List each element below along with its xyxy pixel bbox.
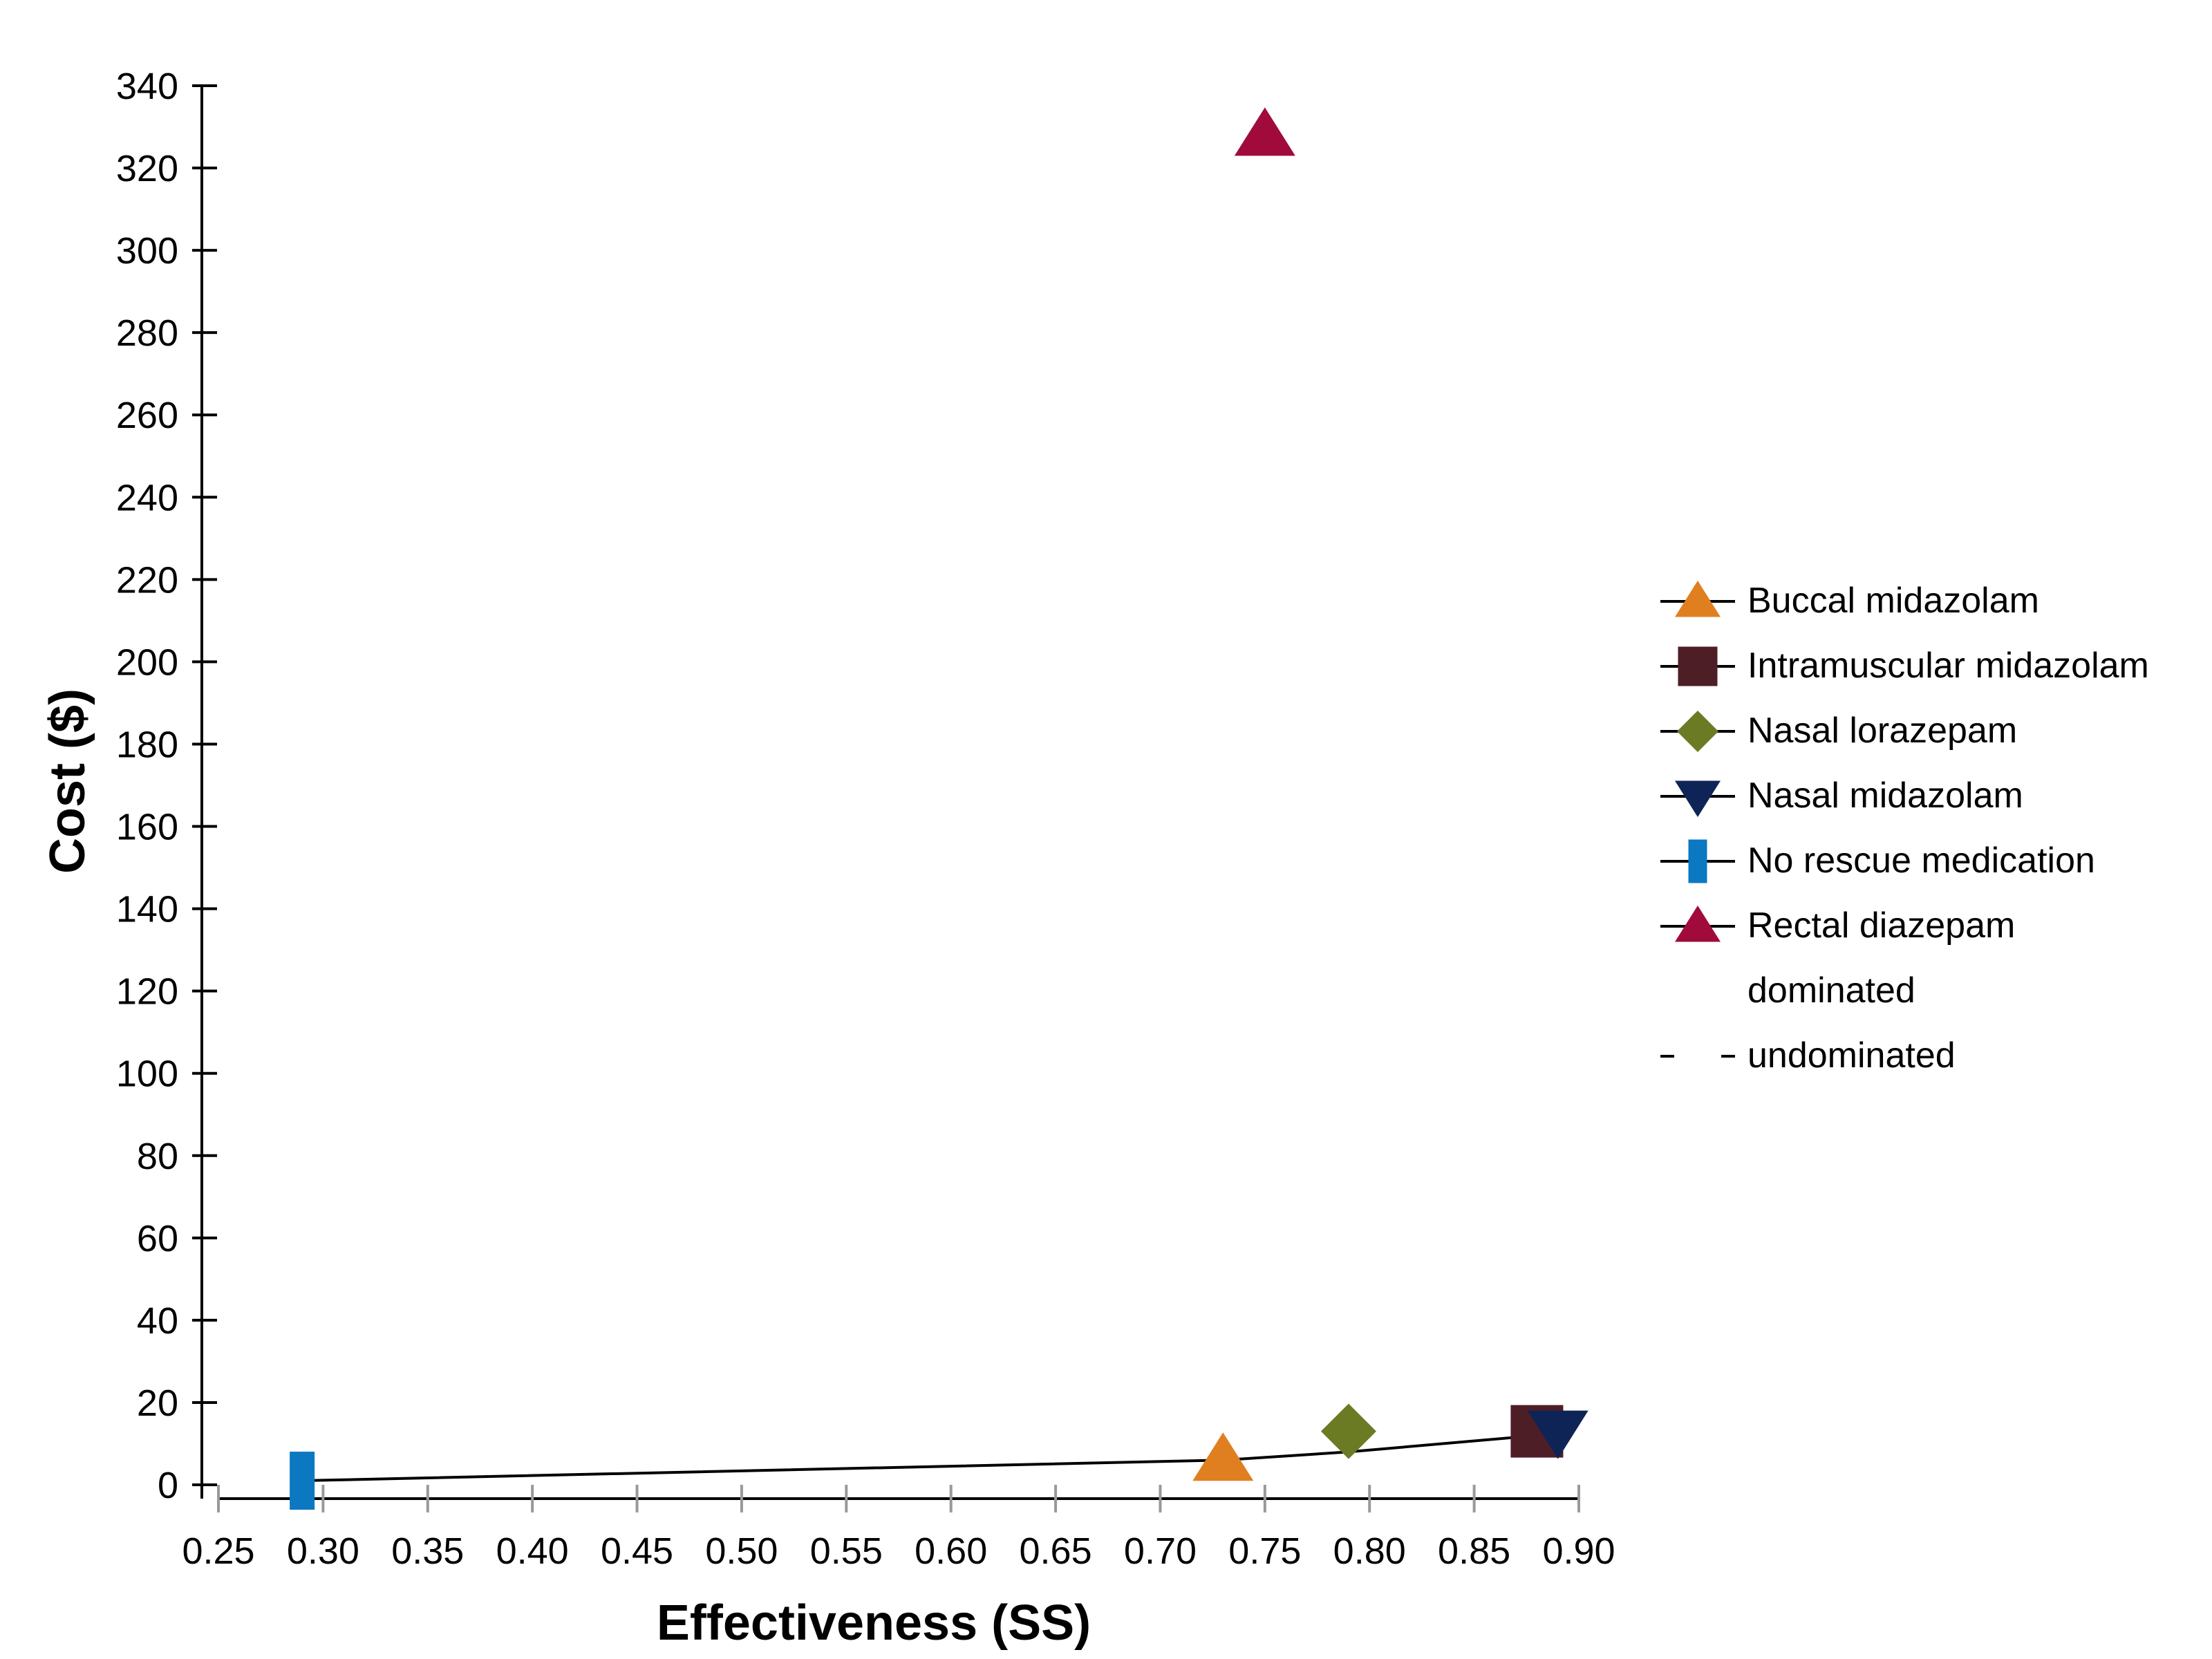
x-tick-label: 0.55: [810, 1530, 883, 1572]
y-tick-label: 40: [137, 1300, 178, 1342]
x-tick-label: 0.25: [182, 1530, 254, 1572]
y-tick-label: 20: [137, 1382, 178, 1424]
legend-label: undominated: [1747, 1035, 1956, 1076]
nasal-lorazepam-marker: [1320, 1403, 1376, 1459]
y-tick-label: 320: [116, 148, 178, 189]
x-ticks: 0.25 0.30 0.35 0.40 0.45 0.50 0.55 0.60 0.65 0.70…: [182, 1485, 1615, 1572]
legend-item-undominated: undominated: [1660, 1035, 1956, 1076]
x-tick-label: 0.80: [1333, 1530, 1406, 1572]
no-rescue-medication-marker: [290, 1452, 315, 1510]
legend-marker: [1677, 711, 1718, 752]
legend-label: dominated: [1747, 971, 1915, 1011]
x-tick-label: 0.90: [1542, 1530, 1615, 1572]
x-tick-label: 0.70: [1124, 1530, 1197, 1572]
x-tick-label: 0.75: [1228, 1530, 1301, 1572]
y-tick-label: 340: [116, 66, 178, 107]
legend-item-buccal-midazolam: Buccal midazolam: [1660, 581, 2039, 621]
legend-item-dominated: dominated: [1747, 971, 1915, 1011]
undominated-frontier-line: [302, 1434, 1558, 1483]
legend-marker: [1675, 581, 1721, 617]
y-tick-label: 180: [116, 724, 178, 765]
y-tick-label: 300: [116, 230, 178, 272]
x-tick-label: 0.85: [1438, 1530, 1510, 1572]
y-tick-label: 240: [116, 477, 178, 518]
legend-label: Nasal lorazepam: [1747, 711, 2017, 751]
legend-marker: [1675, 780, 1721, 817]
y-tick-label: 140: [116, 889, 178, 930]
y-ticks: 0 20 40 60 80 100 120 140 160 180 200 220 240 260 280 3…: [116, 66, 217, 1506]
x-tick-label: 0.50: [705, 1530, 778, 1572]
legend-marker: [1688, 839, 1707, 883]
data-markers: [290, 107, 1588, 1510]
y-tick-label: 160: [116, 807, 178, 848]
legend-label: Rectal diazepam: [1747, 906, 2015, 946]
y-tick-label: 120: [116, 971, 178, 1013]
x-tick-label: 0.40: [496, 1530, 569, 1572]
legend-item-intramuscular-midazolam: Intramuscular midazolam: [1660, 646, 2149, 686]
y-tick-label: 260: [116, 395, 178, 436]
buccal-midazolam-marker: [1192, 1432, 1254, 1481]
legend-item-rectal-diazepam: Rectal diazepam: [1660, 906, 2015, 946]
frontier: [302, 1434, 1558, 1483]
x-tick-label: 0.45: [601, 1530, 673, 1572]
x-tick-label: 0.35: [391, 1530, 464, 1572]
legend-marker: [1675, 906, 1721, 942]
legend-item-nasal-lorazepam: Nasal lorazepam: [1660, 711, 2017, 752]
x-tick-label: 0.65: [1020, 1530, 1092, 1572]
legend-item-no-rescue-medication: No rescue medication: [1660, 839, 2095, 883]
y-axis-title: Cost ($): [40, 688, 95, 874]
y-tick-label: 100: [116, 1053, 178, 1095]
nasal-midazolam-marker: [1527, 1410, 1588, 1459]
legend-label: Intramuscular midazolam: [1747, 646, 2149, 686]
y-tick-label: 80: [137, 1136, 178, 1177]
y-tick-label: 0: [158, 1465, 178, 1506]
x-tick-label: 0.30: [287, 1530, 359, 1572]
legend-marker: [1678, 646, 1718, 686]
x-tick-label: 0.60: [915, 1530, 987, 1572]
y-tick-label: 60: [137, 1218, 178, 1259]
y-tick-label: 220: [116, 559, 178, 601]
legend: Buccal midazolam Intramuscular midazolam N…: [1660, 581, 2149, 1076]
y-tick-label: 200: [116, 641, 178, 683]
y-tick-label: 280: [116, 312, 178, 354]
axes: [200, 86, 1579, 1500]
x-axis-title: Effectiveness (SS): [657, 1595, 1091, 1651]
legend-label: Buccal midazolam: [1747, 581, 2039, 621]
rectal-diazepam-marker: [1234, 107, 1295, 156]
legend-label: No rescue medication: [1747, 841, 2095, 881]
legend-label: Nasal midazolam: [1747, 776, 2023, 816]
legend-item-nasal-midazolam: Nasal midazolam: [1660, 776, 2023, 817]
